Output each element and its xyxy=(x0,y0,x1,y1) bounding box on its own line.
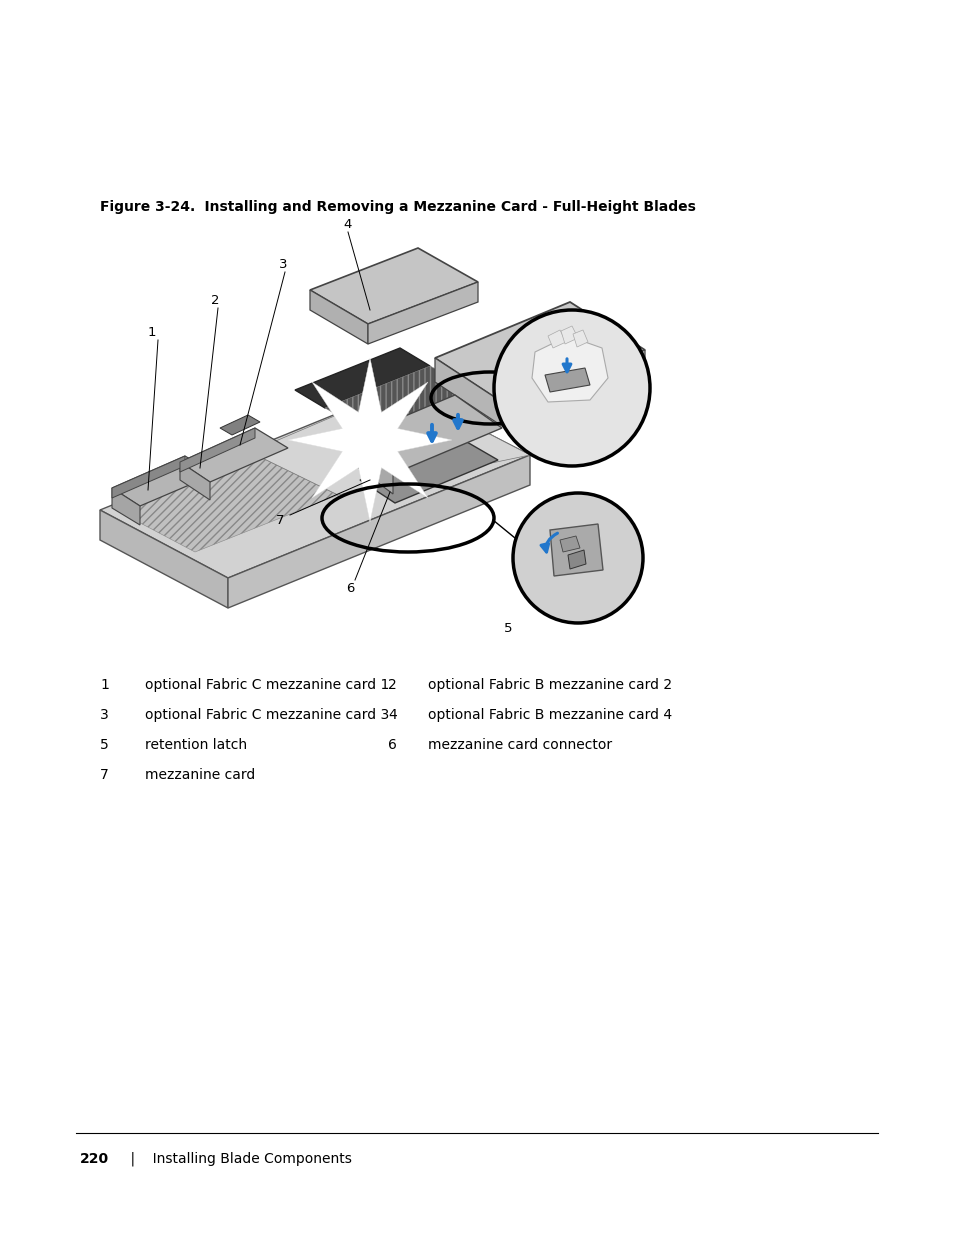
Polygon shape xyxy=(567,550,585,569)
Polygon shape xyxy=(310,290,368,345)
Polygon shape xyxy=(220,415,260,435)
Polygon shape xyxy=(532,336,607,403)
Polygon shape xyxy=(544,368,589,391)
Text: 7: 7 xyxy=(275,514,284,526)
Text: 4: 4 xyxy=(343,219,352,231)
Text: 6: 6 xyxy=(345,582,354,594)
Polygon shape xyxy=(435,358,507,430)
Polygon shape xyxy=(180,429,288,482)
Text: 2: 2 xyxy=(388,678,396,692)
Text: retention latch: retention latch xyxy=(145,739,247,752)
Polygon shape xyxy=(112,456,185,498)
Text: Figure 3-24.: Figure 3-24. xyxy=(100,200,195,214)
Polygon shape xyxy=(100,388,530,578)
Text: 3: 3 xyxy=(278,258,287,272)
Text: 3: 3 xyxy=(100,708,109,722)
Polygon shape xyxy=(228,454,530,608)
Polygon shape xyxy=(507,350,644,430)
Polygon shape xyxy=(288,358,452,522)
Text: 1: 1 xyxy=(148,326,156,340)
Polygon shape xyxy=(560,326,578,345)
Polygon shape xyxy=(112,456,214,506)
Text: 4: 4 xyxy=(388,708,396,722)
Polygon shape xyxy=(368,282,477,345)
Text: 220: 220 xyxy=(80,1152,109,1166)
Text: 1: 1 xyxy=(100,678,109,692)
Polygon shape xyxy=(359,438,497,503)
Text: optional Fabric B mezzanine card 2: optional Fabric B mezzanine card 2 xyxy=(428,678,672,692)
Polygon shape xyxy=(325,366,475,432)
Text: optional Fabric B mezzanine card 4: optional Fabric B mezzanine card 4 xyxy=(428,708,672,722)
Polygon shape xyxy=(547,330,565,348)
Text: 5: 5 xyxy=(503,621,512,635)
Polygon shape xyxy=(348,440,393,494)
Polygon shape xyxy=(559,536,579,552)
Text: 6: 6 xyxy=(388,739,396,752)
Text: optional Fabric C mezzanine card 1: optional Fabric C mezzanine card 1 xyxy=(145,678,389,692)
Polygon shape xyxy=(310,248,477,324)
Polygon shape xyxy=(180,429,254,472)
Polygon shape xyxy=(100,510,228,608)
Text: optional Fabric C mezzanine card 3: optional Fabric C mezzanine card 3 xyxy=(145,708,389,722)
Polygon shape xyxy=(294,348,430,408)
Text: 7: 7 xyxy=(100,768,109,782)
Circle shape xyxy=(513,493,642,622)
Text: 2: 2 xyxy=(211,294,219,308)
Text: Installing and Removing a Mezzanine Card - Full-Height Blades: Installing and Removing a Mezzanine Card… xyxy=(185,200,695,214)
Polygon shape xyxy=(573,330,587,347)
Text: mezzanine card connector: mezzanine card connector xyxy=(428,739,612,752)
Polygon shape xyxy=(250,388,530,495)
Polygon shape xyxy=(112,488,140,525)
Polygon shape xyxy=(348,395,501,474)
Text: mezzanine card: mezzanine card xyxy=(145,768,255,782)
Text: 5: 5 xyxy=(100,739,109,752)
Polygon shape xyxy=(180,462,210,500)
Polygon shape xyxy=(550,524,602,576)
Polygon shape xyxy=(435,303,644,406)
Circle shape xyxy=(494,310,649,466)
Polygon shape xyxy=(112,452,337,552)
Text: |    Installing Blade Components: | Installing Blade Components xyxy=(112,1152,352,1167)
